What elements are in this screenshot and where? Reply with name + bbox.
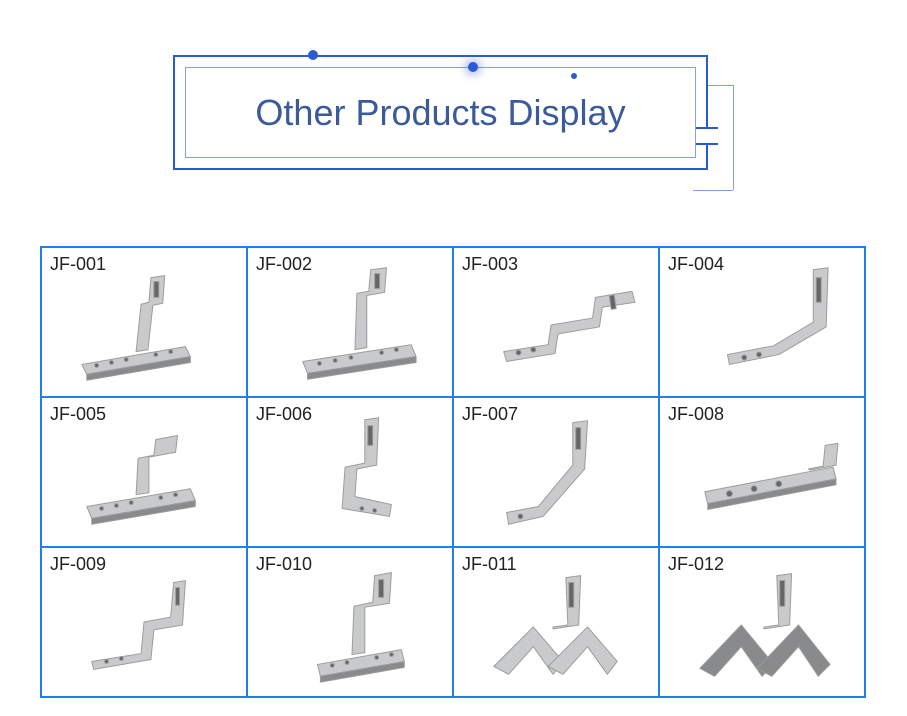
bracket-icon bbox=[660, 398, 864, 546]
bracket-icon bbox=[454, 548, 658, 696]
bracket-icon bbox=[454, 398, 658, 546]
bracket-icon bbox=[248, 548, 452, 696]
title-banner: Other Products Display bbox=[173, 55, 733, 195]
product-cell[interactable]: JF-002 bbox=[247, 247, 453, 397]
title-inner-frame: Other Products Display bbox=[185, 67, 696, 158]
product-cell[interactable]: JF-003 bbox=[453, 247, 659, 397]
product-cell[interactable]: JF-012 bbox=[659, 547, 865, 697]
product-cell[interactable]: JF-010 bbox=[247, 547, 453, 697]
product-cell[interactable]: JF-001 bbox=[41, 247, 247, 397]
product-cell[interactable]: JF-009 bbox=[41, 547, 247, 697]
bracket-icon bbox=[248, 248, 452, 396]
decorative-dot bbox=[308, 50, 318, 60]
bracket-icon bbox=[42, 248, 246, 396]
page-title: Other Products Display bbox=[255, 92, 625, 134]
product-cell[interactable]: JF-005 bbox=[41, 397, 247, 547]
decorative-dot-glow bbox=[468, 62, 478, 72]
bracket-icon bbox=[454, 248, 658, 396]
product-cell[interactable]: JF-008 bbox=[659, 397, 865, 547]
product-cell[interactable]: JF-007 bbox=[453, 397, 659, 547]
decorative-lines bbox=[708, 85, 738, 195]
bracket-icon bbox=[42, 548, 246, 696]
product-cell[interactable]: JF-006 bbox=[247, 397, 453, 547]
decorative-dot-small bbox=[571, 73, 577, 79]
bracket-icon bbox=[42, 398, 246, 546]
bracket-icon bbox=[248, 398, 452, 546]
product-cell[interactable]: JF-004 bbox=[659, 247, 865, 397]
product-grid: JF-001 JF-002 JF-003 JF-004 bbox=[40, 246, 866, 698]
bracket-icon bbox=[660, 548, 864, 696]
product-cell[interactable]: JF-011 bbox=[453, 547, 659, 697]
bracket-icon bbox=[660, 248, 864, 396]
